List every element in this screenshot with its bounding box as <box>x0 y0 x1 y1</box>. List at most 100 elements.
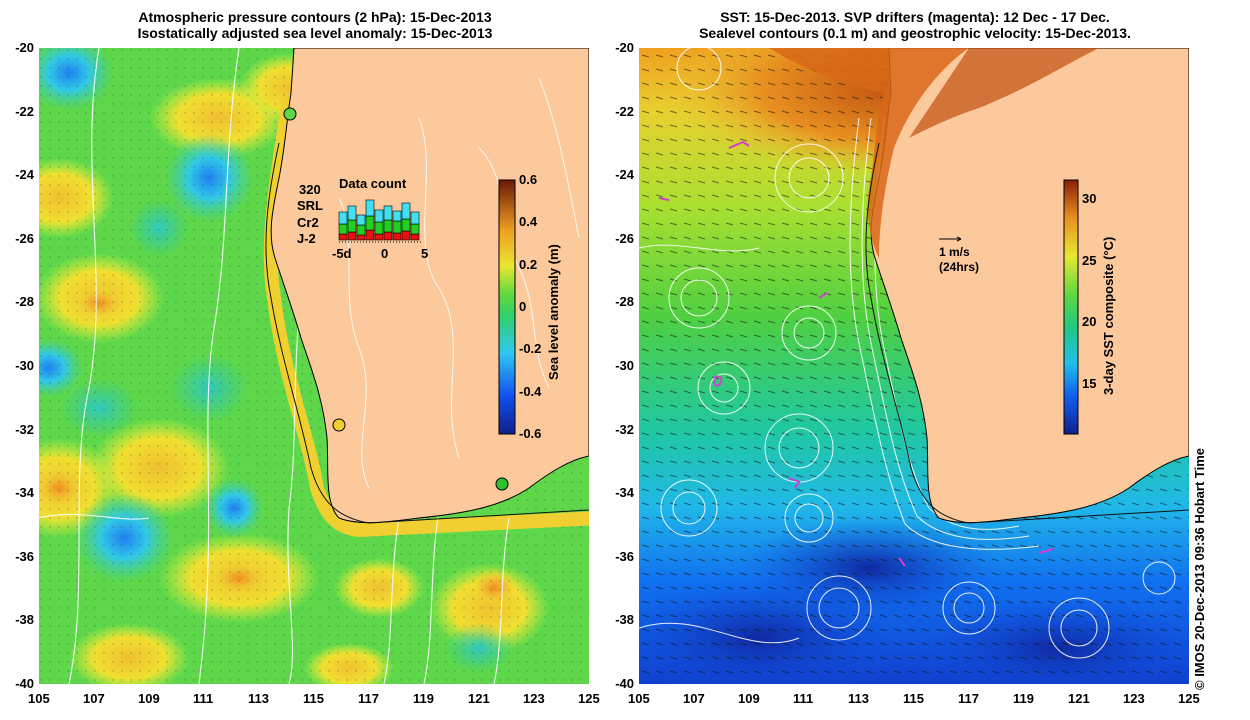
left-title-line2: Isostatically adjusted sea level anomaly… <box>137 25 493 41</box>
x-tick-label: 123 <box>523 691 545 706</box>
x-tick-label: 107 <box>683 691 705 706</box>
right-map-title: SST: 15-Dec-2013. SVP drifters (magenta)… <box>640 9 1190 41</box>
data-count-bar <box>374 209 384 223</box>
sst-map-canvas <box>639 48 1189 684</box>
legend-series-j2: J-2 <box>297 231 316 246</box>
y-tick-label: -32 <box>15 421 34 437</box>
x-tick-label: 121 <box>1068 691 1090 706</box>
y-tick-label: -26 <box>615 230 634 246</box>
sea-level-colorbar-tick: -0.2 <box>519 341 542 357</box>
hist-axis-label-minus5: -5d <box>332 246 352 261</box>
hist-axis-label-5: 5 <box>421 246 429 261</box>
data-count-bar <box>365 215 375 231</box>
sea-level-colorbar-tick: 0.4 <box>519 214 538 230</box>
sea-level-colorbar-tick: -0.4 <box>519 383 542 399</box>
y-tick-label: -28 <box>15 294 34 310</box>
sea-level-anomaly-map-canvas <box>39 48 589 684</box>
sst-colorbar <box>1063 179 1079 435</box>
x-tick-label: 117 <box>958 691 979 706</box>
data-count-title: Data count <box>339 176 407 191</box>
x-tick-label: 111 <box>193 691 214 706</box>
y-tick-label: -30 <box>15 358 34 373</box>
y-tick-label: -36 <box>615 548 634 564</box>
sst-colorbar-tick: 20 <box>1082 314 1097 330</box>
data-count-bar <box>356 234 366 241</box>
data-count-bar <box>338 233 348 241</box>
x-tick-label: 119 <box>1013 691 1034 706</box>
y-tick-label: -22 <box>15 103 34 119</box>
left-title-line1: Atmospheric pressure contours (2 hPa): 1… <box>138 9 492 25</box>
data-count-bar <box>410 211 420 225</box>
data-count-max-label: 320 <box>299 182 321 197</box>
data-count-bar <box>347 231 357 241</box>
y-tick-label: -22 <box>615 103 634 119</box>
x-tick-label: 113 <box>848 691 869 706</box>
y-tick-label: -38 <box>615 612 634 628</box>
vector-key-speed: 1 m/s <box>939 245 970 259</box>
y-tick-label: -40 <box>15 676 34 691</box>
data-count-bar <box>338 211 348 225</box>
sea-level-colorbar-tick: -0.6 <box>519 426 542 441</box>
sst-colorbar-tick: 30 <box>1082 190 1097 206</box>
data-count-bar <box>383 231 393 241</box>
data-count-bar <box>347 219 357 233</box>
imos-credit: © IMOS 20-Dec-2013 09:36 Hobart Time <box>1192 448 1207 690</box>
x-tick-label: 105 <box>28 691 50 706</box>
y-tick-label: -20 <box>15 40 34 55</box>
legend-series-cr2: Cr2 <box>297 215 319 230</box>
data-count-bar <box>401 218 411 232</box>
y-tick-label: -30 <box>615 358 634 373</box>
hist-axis-label-0: 0 <box>381 246 389 261</box>
left-map-title: Atmospheric pressure contours (2 hPa): 1… <box>40 9 590 41</box>
y-tick-label: -28 <box>615 294 634 310</box>
data-count-bar <box>410 223 420 235</box>
data-count-bar <box>392 210 402 222</box>
sea-level-anomaly-colorbar <box>498 179 516 435</box>
x-tick-label: 109 <box>138 691 160 706</box>
y-tick-label: -34 <box>615 485 634 501</box>
data-count-bar <box>338 223 348 235</box>
y-tick-label: -38 <box>15 612 34 628</box>
right-title-line2: Sealevel contours (0.1 m) and geostrophi… <box>699 25 1131 41</box>
y-tick-label: -36 <box>15 548 34 564</box>
x-tick-label: 111 <box>793 691 814 706</box>
sea-level-colorbar-tick: 0.6 <box>519 172 538 187</box>
data-count-bar <box>365 199 375 217</box>
y-tick-label: -24 <box>615 167 634 183</box>
x-tick-label: 117 <box>358 691 379 706</box>
y-tick-label: -20 <box>615 40 634 55</box>
vector-key-period: (24hrs) <box>939 260 980 274</box>
y-tick-label: -40 <box>615 676 634 691</box>
data-count-bar <box>374 233 384 241</box>
sea-level-anomaly-map: Data count 320 SRL Cr2 J-2 -5d 0 5 <box>39 48 589 684</box>
x-tick-label: 119 <box>413 691 434 706</box>
sst-colorbar-tick: 25 <box>1082 252 1097 268</box>
x-tick-label: 109 <box>738 691 760 706</box>
x-tick-label: 115 <box>903 691 924 706</box>
data-count-bar <box>392 220 402 234</box>
y-tick-label: -32 <box>615 421 634 437</box>
data-count-bar <box>347 205 357 221</box>
x-tick-label: 105 <box>628 691 650 706</box>
data-count-bar <box>392 232 402 241</box>
sst-colorbar-title: 3-day SST composite (°C) <box>1101 236 1116 395</box>
legend-series-srl: SRL <box>297 198 323 213</box>
x-tick-label: 115 <box>303 691 324 706</box>
data-count-bar <box>401 230 411 241</box>
sea-level-anomaly-colorbar-title: Sea level anomaly (m) <box>546 244 561 380</box>
sst-map: 1 m/s (24hrs) <box>639 48 1189 684</box>
data-count-bar <box>383 219 393 233</box>
data-count-bar <box>365 229 375 241</box>
x-tick-label: 121 <box>468 691 490 706</box>
y-tick-label: -26 <box>15 230 34 246</box>
data-count-bar <box>401 202 411 220</box>
data-count-bar <box>383 205 393 221</box>
sst-colorbar-tick: 15 <box>1082 376 1097 392</box>
data-count-histogram <box>338 199 421 243</box>
right-title-line1: SST: 15-Dec-2013. SVP drifters (magenta)… <box>720 9 1110 25</box>
sea-level-colorbar-tick: 0.2 <box>519 256 538 272</box>
x-tick-label: 125 <box>578 691 600 706</box>
data-count-bar <box>374 221 384 235</box>
data-count-bar <box>410 233 420 241</box>
data-count-bar <box>356 224 366 236</box>
